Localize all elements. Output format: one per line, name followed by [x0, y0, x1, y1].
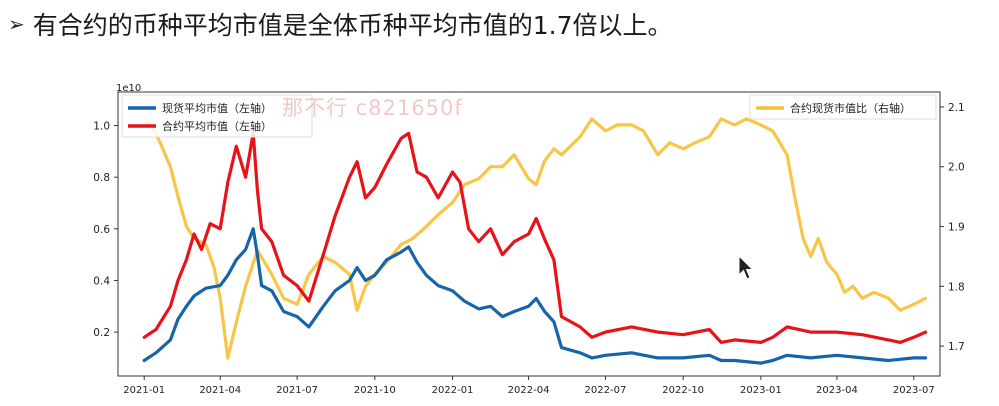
- y-left-tick-label: 0.6: [93, 224, 110, 236]
- y-left-exponent: 1e10: [116, 83, 141, 94]
- series-line-2: [142, 117, 928, 360]
- legend-left-label: 合约平均市值（左轴）: [162, 119, 272, 133]
- y-right-tick-label: 1.8: [948, 281, 965, 293]
- y-right-tick-label: 2.0: [948, 162, 965, 174]
- x-tick-label: 2023-04: [816, 385, 858, 396]
- y-left-tick-label: 1.0: [93, 121, 110, 133]
- x-tick-label: 2022-10: [662, 385, 704, 396]
- x-tick-label: 2021-04: [199, 385, 241, 396]
- y-left-tick-label: 0.4: [93, 275, 110, 287]
- title-text: 有合约的币种平均市值是全体币种平均市值的1.7倍以上。: [32, 11, 673, 40]
- y-left-tick-label: 0.8: [93, 172, 110, 184]
- y-right-tick-label: 2.1: [948, 102, 965, 114]
- x-tick-label: 2022-01: [432, 385, 474, 396]
- slide-title: ➢ 有合约的币种平均市值是全体币种平均市值的1.7倍以上。: [8, 6, 673, 42]
- legend-left-label: 现货平均市值（左轴）: [162, 101, 272, 115]
- x-tick-label: 2021-10: [354, 385, 396, 396]
- x-tick-label: 2021-01: [123, 385, 165, 396]
- series-line-0: [142, 227, 928, 365]
- chart-container: 2021-01 2021-04 2021-07 2021-10 2022-01 2022-…: [70, 80, 970, 402]
- x-tick-label: 2023-07: [893, 385, 935, 396]
- y-right-tick-label: 1.7: [948, 341, 965, 353]
- x-tick-label: 2023-01: [740, 385, 782, 396]
- line-chart: 2021-01 2021-04 2021-07 2021-10 2022-01 2022-…: [93, 83, 965, 396]
- legend-right-label: 合约现货市值比（右轴）: [790, 101, 911, 115]
- y-right-tick-label: 1.9: [948, 222, 965, 234]
- legend-left-box: [121, 94, 313, 138]
- y-left-tick-label: 0.2: [93, 327, 110, 339]
- watermark: 那不行 c821650f: [282, 96, 463, 120]
- bullet-arrow-icon: ➢: [8, 12, 25, 36]
- mouse-pointer-icon: [738, 255, 754, 280]
- x-tick-label: 2022-07: [585, 385, 627, 396]
- x-tick-label: 2022-04: [508, 385, 550, 396]
- x-tick-label: 2021-07: [276, 385, 318, 396]
- series-line-1: [142, 131, 928, 344]
